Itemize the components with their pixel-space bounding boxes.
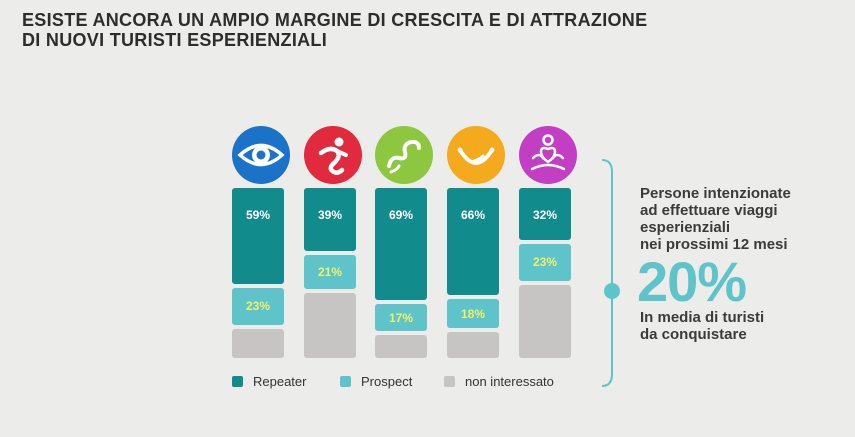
data-label-prospect: 23% bbox=[532, 255, 558, 270]
data-label-repeater: 66% bbox=[460, 208, 486, 222]
title-line-2: DI NUOVI TURISTI ESPERIENZIALI bbox=[22, 30, 328, 50]
smile-icon bbox=[447, 126, 505, 184]
side-panel-text: Persone intenzionate ad effettuare viagg… bbox=[640, 185, 791, 253]
bar-segment-prospect bbox=[304, 255, 356, 290]
bar-segment-prospect bbox=[232, 287, 284, 325]
eye-icon bbox=[232, 126, 290, 184]
legend-swatch-non-interessato bbox=[444, 376, 455, 387]
legend-label-repeater: Repeater bbox=[253, 374, 307, 389]
data-label-repeater: 59% bbox=[245, 208, 271, 222]
bar-column-2: 39% 21% bbox=[304, 188, 356, 358]
side-sub-1: In media di turisti bbox=[640, 309, 765, 326]
bar-segment-prospect bbox=[447, 298, 499, 329]
data-label-prospect: 21% bbox=[317, 265, 343, 280]
bracket-connector bbox=[601, 159, 620, 387]
meditation-icon bbox=[519, 126, 577, 184]
legend-swatch-repeater bbox=[232, 376, 243, 387]
side-panel-subtext: In media di turisti da conquistare bbox=[640, 309, 764, 343]
legend-label-prospect: Prospect bbox=[361, 374, 413, 389]
bar-column-5: 32% 23% bbox=[519, 188, 571, 358]
bracket-dot bbox=[604, 283, 620, 299]
data-label-repeater: 39% bbox=[317, 208, 343, 222]
legend-label-non-interessato: non interessato bbox=[465, 374, 554, 389]
side-line-3: esperienziali bbox=[640, 219, 731, 236]
data-label-prospect: 23% bbox=[245, 299, 271, 314]
data-label-repeater: 69% bbox=[388, 208, 414, 222]
legend-repeater: Repeater bbox=[232, 374, 306, 389]
bar-column-1: 59% 23% bbox=[232, 188, 284, 358]
data-label-repeater: 32% bbox=[532, 208, 558, 222]
bar-segment-repeater bbox=[519, 188, 571, 240]
page-title: ESISTE ANCORA UN AMPIO MARGINE DI CRESCI… bbox=[22, 10, 782, 50]
bar-column-3: 69% 17% bbox=[375, 188, 427, 358]
legend-swatch-prospect bbox=[340, 376, 351, 387]
bar-segment-repeater bbox=[232, 188, 284, 284]
legend-prospect: Prospect bbox=[340, 374, 412, 389]
bar-segment-non-interessato bbox=[232, 328, 284, 358]
data-label-prospect: 18% bbox=[460, 306, 486, 321]
runner-icon bbox=[304, 126, 362, 184]
bar-segment-prospect bbox=[375, 303, 427, 332]
wave-icon bbox=[375, 126, 433, 184]
bar-segment-non-interessato bbox=[519, 285, 571, 358]
side-line-4: nei prossimi 12 mesi bbox=[640, 236, 788, 253]
bar-segment-repeater bbox=[375, 188, 427, 300]
side-sub-2: da conquistare bbox=[640, 326, 747, 343]
bar-column-4: 66% 18% bbox=[447, 188, 499, 358]
bar-segment-repeater bbox=[304, 188, 356, 252]
data-label-prospect: 17% bbox=[388, 310, 414, 325]
bar-segment-repeater bbox=[447, 188, 499, 295]
bar-segment-non-interessato bbox=[447, 332, 499, 358]
bar-segment-non-interessato bbox=[304, 293, 356, 358]
big-percentage: 20% bbox=[637, 250, 747, 313]
legend-non-interessato: non interessato bbox=[444, 374, 554, 389]
title-line-1: ESISTE ANCORA UN AMPIO MARGINE DI CRESCI… bbox=[22, 10, 648, 30]
bar-segment-prospect bbox=[519, 243, 571, 282]
bar-segment-non-interessato bbox=[375, 335, 427, 358]
side-line-2: ad effettuare viaggi bbox=[640, 202, 778, 219]
side-line-1: Persone intenzionate bbox=[640, 185, 791, 202]
